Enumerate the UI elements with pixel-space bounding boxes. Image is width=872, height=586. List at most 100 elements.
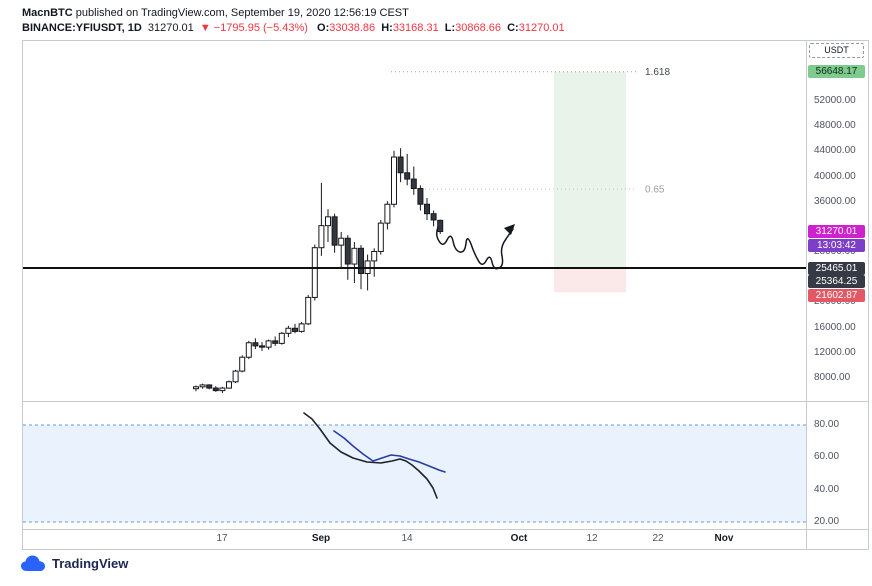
price-axis-divider <box>806 41 807 549</box>
author: MacnBTC <box>22 7 73 19</box>
candle <box>391 156 397 205</box>
candle <box>325 216 331 227</box>
level-badge-2: 25364.25 <box>808 275 865 289</box>
projection-box-risk[interactable] <box>554 268 626 293</box>
level-badge-1: 25465.01 <box>808 261 865 275</box>
fib-target-badge: 56648.17 <box>808 65 865 79</box>
candle <box>338 237 345 246</box>
last-price: 31270.01 <box>147 22 194 34</box>
time-axis-label: Oct <box>510 533 528 544</box>
symbol: BINANCE:YFIUSDT, 1D <box>22 22 142 34</box>
price-axis-label: 48000.00 <box>814 120 856 132</box>
alert-badge: 21602.87 <box>808 288 865 302</box>
indicator-line-0[interactable] <box>303 412 438 499</box>
time-axis-label: 22 <box>652 533 664 544</box>
candle <box>292 327 298 332</box>
candle <box>212 387 219 392</box>
candle <box>318 225 325 249</box>
indicator-line-1[interactable] <box>333 430 446 473</box>
candle <box>397 156 404 174</box>
candle <box>285 327 292 334</box>
candle <box>226 381 232 389</box>
low-label: L: <box>444 22 456 34</box>
time-axis-label: Nov <box>714 533 734 544</box>
price-axis-label: 52000.00 <box>814 95 856 106</box>
candle <box>384 203 391 224</box>
projection-box-target[interactable] <box>554 71 626 269</box>
low-value: 30868.66 <box>455 22 502 34</box>
candle <box>311 247 318 298</box>
candle <box>404 172 411 180</box>
indicator-axis-label: 80.00 <box>814 419 840 430</box>
countdown-badge: 13:03:42 <box>808 238 865 252</box>
time-axis-divider <box>23 529 868 530</box>
price-axis-label: 36000.00 <box>814 195 856 207</box>
indicator-band <box>23 425 806 522</box>
tradingview-logo[interactable]: TradingView <box>20 554 128 572</box>
candle <box>298 323 305 332</box>
open-label: O: <box>317 22 330 34</box>
candle <box>193 386 199 390</box>
candle <box>437 219 444 233</box>
pane-divider[interactable] <box>23 401 868 402</box>
price-axis-label: 40000.00 <box>814 170 856 182</box>
candles <box>193 148 444 394</box>
candle <box>351 247 358 265</box>
time-axis-label: Sep <box>311 533 331 544</box>
candle <box>206 384 213 389</box>
main-chart-pane[interactable]: 1.618 0.65 <box>23 41 806 401</box>
price-axis-label: 12000.00 <box>814 346 856 358</box>
price-axis-label: 20000.00 <box>814 296 856 308</box>
candle <box>239 356 246 372</box>
chart-area[interactable]: 1.618 0.65 USDT 52000.00 48000.00 44000.00 4… <box>22 40 869 550</box>
time-axis[interactable]: 17 Sep 14 Oct 12 22 Nov <box>23 529 806 549</box>
down-arrow-icon: ▼ <box>199 22 211 34</box>
candle <box>219 387 226 392</box>
candle <box>232 370 239 383</box>
tradingview-logo-text: TradingView <box>52 555 129 571</box>
candle <box>272 340 279 344</box>
publish-info: published on TradingView.com, September … <box>75 7 409 19</box>
tradingview-cloud-icon <box>21 555 45 571</box>
open-value: 33038.86 <box>329 22 376 34</box>
drawn-squiggle-arrow[interactable] <box>435 226 514 270</box>
close-label: C: <box>507 22 519 34</box>
candle <box>430 213 437 221</box>
symbol-line: BINANCE:YFIUSDT, 1D 31270.01 ▼ −1795.95 … <box>22 21 565 36</box>
price-axis-label: 8000.00 <box>814 372 851 383</box>
candle <box>278 332 285 344</box>
price-axis-label: 28000.00 <box>814 246 856 258</box>
candle <box>331 216 338 246</box>
price-axis-label: 16000.00 <box>814 321 856 333</box>
high-value: 33168.31 <box>392 22 439 34</box>
high-label: H: <box>381 22 393 34</box>
candle <box>410 178 417 190</box>
fib-label: 1.618 <box>645 67 670 78</box>
current-price-badge: 31270.01 <box>808 225 865 238</box>
candle <box>424 203 430 215</box>
candle <box>417 188 424 205</box>
price-axis[interactable]: USDT 52000.00 48000.00 44000.00 40000.00 360… <box>807 41 868 549</box>
candle <box>358 247 364 274</box>
candle <box>344 237 351 265</box>
price-axis-label: 44000.00 <box>814 145 856 157</box>
candle <box>305 296 312 325</box>
indicator-pane[interactable] <box>23 401 806 529</box>
arrow-head-icon <box>504 224 515 235</box>
publish-line: MacnBTC published on TradingView.com, Se… <box>22 6 565 21</box>
price-change: −1795.95 (−5.43%) <box>213 22 308 34</box>
time-axis-label: 17 <box>216 533 228 544</box>
candle <box>265 340 272 348</box>
candle <box>245 342 252 358</box>
time-axis-label: 12 <box>586 533 598 544</box>
header: MacnBTC published on TradingView.com, Se… <box>22 6 565 36</box>
close-value: 31270.01 <box>518 22 565 34</box>
indicator-axis-label: 20.00 <box>814 516 840 527</box>
candle <box>371 250 378 262</box>
candle <box>199 384 206 388</box>
time-axis-label: 14 <box>401 533 413 544</box>
candle <box>377 222 384 252</box>
candle <box>252 342 259 347</box>
indicator-axis-label: 40.00 <box>814 483 840 495</box>
currency-toggle-button[interactable]: USDT <box>809 43 864 58</box>
